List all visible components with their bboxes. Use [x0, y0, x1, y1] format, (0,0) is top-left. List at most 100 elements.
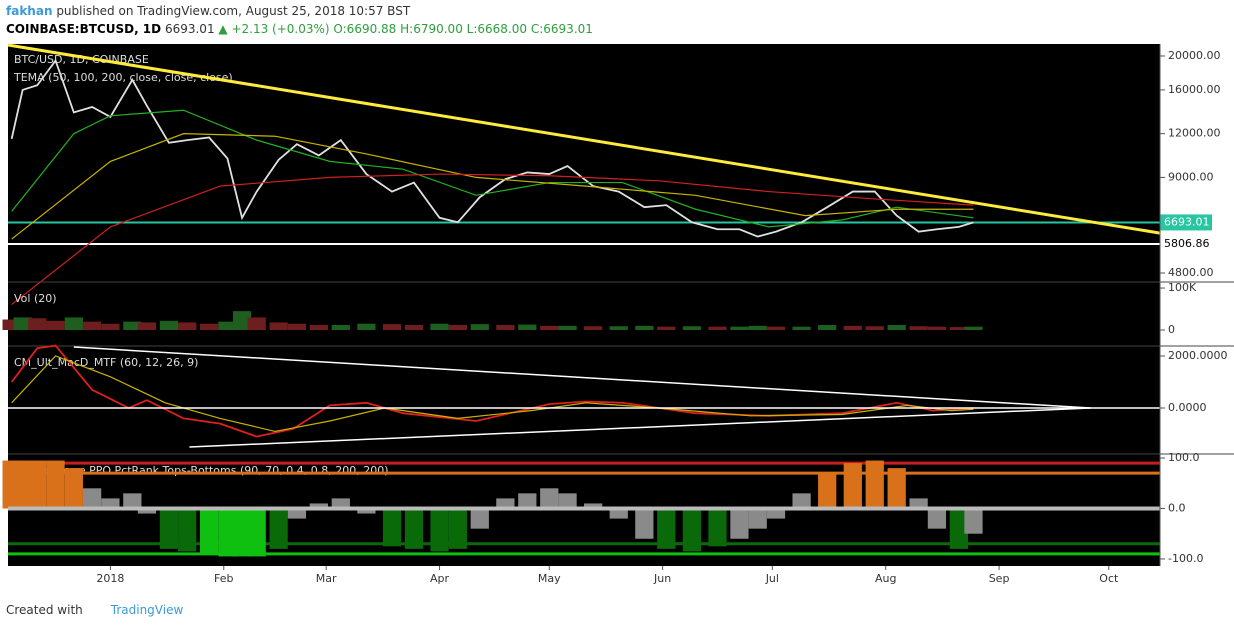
bar: [584, 503, 603, 509]
bar: [708, 326, 727, 331]
trendline: [7, 43, 1161, 235]
bar: [448, 324, 467, 331]
symbol: COINBASE:BTCUSD, 1D: [6, 22, 162, 36]
price-label-bg: [1160, 236, 1212, 253]
bar: [331, 498, 350, 509]
x-tick-label: Feb: [214, 572, 233, 585]
bar: [635, 508, 654, 539]
bar: [558, 325, 577, 331]
y-tick-label: 16000.00: [1168, 83, 1221, 96]
bar: [430, 508, 449, 552]
x-tick-label: Jul: [765, 572, 779, 585]
x-tick-label: Apr: [430, 572, 450, 585]
bar: [123, 321, 142, 331]
bar: [657, 508, 676, 549]
bar: [949, 508, 968, 549]
bar: [792, 493, 811, 509]
bar: [518, 493, 537, 509]
bar: [232, 508, 252, 557]
bar: [430, 323, 449, 331]
bar: [28, 318, 47, 331]
bar: [404, 324, 424, 331]
bar: [708, 508, 727, 547]
y-tick-label: 20000.00: [1168, 49, 1221, 62]
last: 6693.01: [164, 22, 215, 36]
bar: [927, 326, 947, 331]
bar: [448, 508, 467, 549]
bar: [13, 460, 32, 509]
bar: [382, 324, 402, 331]
price-label: 6693.01: [1164, 215, 1210, 228]
bar: [357, 508, 376, 514]
bar: [730, 326, 749, 331]
y-tick-label: 12000.00: [1168, 127, 1221, 140]
bar: [269, 508, 288, 549]
author[interactable]: fakhan: [6, 4, 53, 18]
bar: [64, 317, 83, 331]
bar: [309, 324, 328, 331]
bar: [82, 321, 102, 331]
x-tick-label: Sep: [989, 572, 1010, 585]
y-tick-label: -100.0: [1168, 552, 1203, 565]
x-tick-label: Oct: [1099, 572, 1119, 585]
bar: [496, 324, 515, 331]
header: fakhan published on TradingView.com, Aug…: [6, 2, 593, 38]
footer: Created with TradingView: [6, 603, 183, 617]
price-label-bg: [1160, 214, 1212, 231]
bar: [682, 326, 702, 331]
bar: [964, 326, 983, 331]
series-line: [11, 355, 974, 433]
bar: [909, 498, 928, 509]
bar: [748, 508, 767, 529]
y-tick-label: 2000.0000: [1168, 349, 1228, 362]
bar: [178, 508, 197, 552]
ohlc: H:6790.00: [400, 22, 463, 36]
bar: [470, 508, 489, 529]
bar: [82, 488, 102, 509]
bar: [46, 320, 65, 331]
bar: [28, 460, 47, 509]
bar: [287, 323, 307, 331]
bar: [123, 493, 142, 509]
bar: [887, 324, 906, 331]
pane-title: Vol (20): [14, 292, 57, 305]
bar: [331, 324, 350, 331]
pane-subtitle: TEMA (50, 100, 200, close, close, close): [13, 71, 233, 84]
bar: [200, 323, 219, 331]
created: Created with: [6, 603, 83, 617]
bar: [159, 320, 179, 331]
bar: [909, 326, 928, 331]
bar: [159, 508, 179, 549]
bar: [949, 327, 968, 331]
change: ▲ +2.13 (+0.03%): [218, 22, 330, 36]
bar: [843, 325, 862, 331]
bar: [137, 508, 157, 514]
series-line: [11, 133, 974, 240]
bar: [232, 311, 252, 331]
ohlc: O:6690.88: [333, 22, 397, 36]
bar: [518, 324, 537, 331]
y-tick-label: 0.0: [1168, 501, 1186, 514]
published: published on TradingView.com, August 25,…: [56, 4, 411, 18]
bar: [200, 508, 219, 554]
bar: [46, 460, 65, 509]
pane-title: CM_Ult_MacD_MTF (60, 12, 26, 9): [14, 356, 198, 369]
bar: [657, 326, 676, 331]
price-label: 5806.86: [1164, 237, 1210, 250]
bar: [357, 323, 376, 331]
brand[interactable]: TradingView: [110, 603, 184, 617]
x-tick-label: Jun: [653, 572, 671, 585]
bar: [609, 508, 628, 519]
bar: [927, 508, 947, 529]
x-tick-label: 2018: [96, 572, 124, 585]
bar: [218, 508, 237, 557]
bar: [309, 503, 328, 509]
ohlc: C:6693.01: [530, 22, 593, 36]
bar: [843, 463, 862, 509]
bar: [766, 326, 786, 331]
y-tick-label: 0.0000: [1168, 401, 1207, 414]
y-tick-label: 0: [1168, 323, 1175, 336]
x-tick-label: Mar: [316, 572, 337, 585]
bar: [137, 322, 157, 331]
